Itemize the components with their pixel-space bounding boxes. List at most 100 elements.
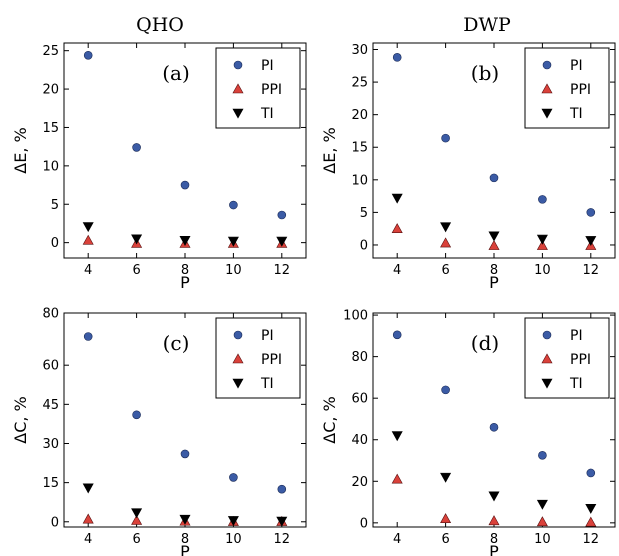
data-point-ti — [488, 231, 500, 242]
legend-marker — [232, 353, 244, 364]
legend-marker — [542, 330, 552, 340]
y-tick-label: 0 — [360, 516, 368, 531]
y-axis-label: ΔC, % — [11, 396, 30, 444]
x-tick-label: 10 — [534, 263, 551, 278]
data-point-pi — [277, 484, 287, 494]
legend-marker — [232, 378, 244, 389]
legend-label: TI — [569, 376, 583, 392]
x-tick-label: 12 — [583, 532, 600, 547]
data-point-pi — [229, 473, 238, 482]
data-point-ti — [391, 431, 403, 442]
data-point-pi — [392, 330, 402, 340]
legend-box — [215, 317, 301, 399]
data-point-ti — [131, 234, 143, 245]
y-tick-label: 5 — [360, 206, 368, 221]
x-tick-label: 6 — [441, 263, 449, 278]
data-point-pi — [83, 332, 93, 341]
y-tick-label: 10 — [42, 159, 59, 174]
y-tick-label: 20 — [42, 83, 59, 98]
data-point-ppi — [391, 473, 403, 484]
panel-a: 4 6 8 10 12 0 5 10 15 20 25 P ΔE, % (a) PI PPI TI — [11, 42, 307, 292]
legend-box — [524, 47, 610, 129]
y-axis-label: ΔE, % — [320, 127, 339, 173]
legend-label: PI — [261, 58, 274, 74]
legend-marker — [541, 83, 553, 94]
y-tick-label: 15 — [42, 121, 59, 136]
legend-label: PI — [261, 328, 274, 344]
legend: PI PPI TI — [524, 317, 610, 399]
panel-d: 4 6 8 10 12 0 20 40 60 80 100 P ΔC, % (d) PI PPI TI — [320, 309, 616, 556]
x-tick-label: 6 — [132, 263, 140, 278]
data-point-ti — [179, 514, 191, 525]
data-point-ppi — [536, 516, 548, 527]
y-tick-label: 40 — [351, 433, 368, 448]
legend-label: PPI — [570, 82, 591, 98]
x-tick-label: 8 — [181, 263, 189, 278]
data-point-pi — [180, 449, 190, 459]
legend-label: PPI — [261, 82, 282, 98]
data-point-pi — [441, 133, 450, 143]
x-tick-label: 12 — [583, 263, 600, 278]
legend-label: TI — [260, 376, 274, 392]
x-tick-label: 6 — [441, 532, 449, 547]
data-point-pi — [538, 195, 547, 204]
x-axis-label: P — [489, 542, 499, 556]
y-tick-label: 20 — [351, 475, 368, 490]
y-tick-label: 30 — [351, 43, 368, 58]
data-point-ppi — [131, 514, 143, 525]
data-point-ti — [536, 234, 548, 245]
data-point-ti — [536, 499, 548, 510]
data-point-ti — [82, 222, 94, 233]
legend-label: PPI — [261, 352, 282, 368]
data-point-pi — [229, 200, 238, 210]
legend-box — [524, 317, 610, 399]
x-tick-label: 8 — [181, 532, 189, 547]
panel-label: (a) — [162, 61, 190, 85]
legend-marker — [233, 330, 243, 340]
legend: PI PPI TI — [524, 47, 610, 129]
legend-label: TI — [569, 106, 583, 122]
x-axis-label: P — [180, 273, 190, 292]
legend-marker — [232, 108, 244, 119]
y-tick-label: 5 — [51, 198, 59, 213]
data-point-ppi — [82, 513, 94, 524]
data-point-ti — [585, 504, 597, 514]
y-tick-label: 30 — [42, 437, 59, 452]
panel-label: (c) — [163, 331, 190, 355]
data-point-ti — [276, 516, 288, 527]
legend-marker — [542, 60, 552, 70]
y-tick-label: 45 — [42, 398, 59, 413]
data-point-ti — [440, 472, 452, 483]
y-tick-label: 0 — [51, 236, 59, 251]
data-point-pi — [538, 451, 547, 460]
y-tick-label: 60 — [42, 359, 59, 374]
x-tick-label: 10 — [225, 263, 242, 278]
data-point-ti — [488, 491, 500, 502]
x-tick-label: 4 — [393, 263, 401, 278]
data-point-pi — [180, 180, 190, 190]
x-tick-label: 8 — [490, 532, 498, 547]
y-tick-label: 80 — [42, 307, 59, 322]
x-tick-label: 8 — [490, 263, 498, 278]
legend: PI PPI TI — [215, 317, 301, 399]
y-tick-label: 15 — [351, 141, 368, 156]
y-tick-label: 25 — [42, 44, 59, 59]
y-tick-label: 80 — [351, 350, 368, 365]
x-tick-label: 6 — [132, 532, 140, 547]
data-point-pi — [392, 53, 402, 62]
data-point-ti — [82, 483, 94, 494]
data-point-pi — [586, 208, 596, 217]
x-tick-label: 4 — [393, 532, 401, 547]
x-tick-label: 10 — [225, 532, 242, 547]
y-tick-label: 0 — [360, 238, 368, 253]
data-point-ppi — [488, 515, 500, 526]
x-tick-label: 12 — [274, 532, 291, 547]
data-point-ppi — [536, 240, 548, 250]
data-point-ti — [391, 193, 403, 204]
legend-marker — [232, 83, 244, 94]
panel-b: 4 6 8 10 12 0 5 10 15 20 25 30 P ΔE, % (b) PI PPI TI — [320, 42, 616, 292]
data-point-ppi — [440, 513, 452, 523]
legend-label: PI — [570, 58, 583, 74]
